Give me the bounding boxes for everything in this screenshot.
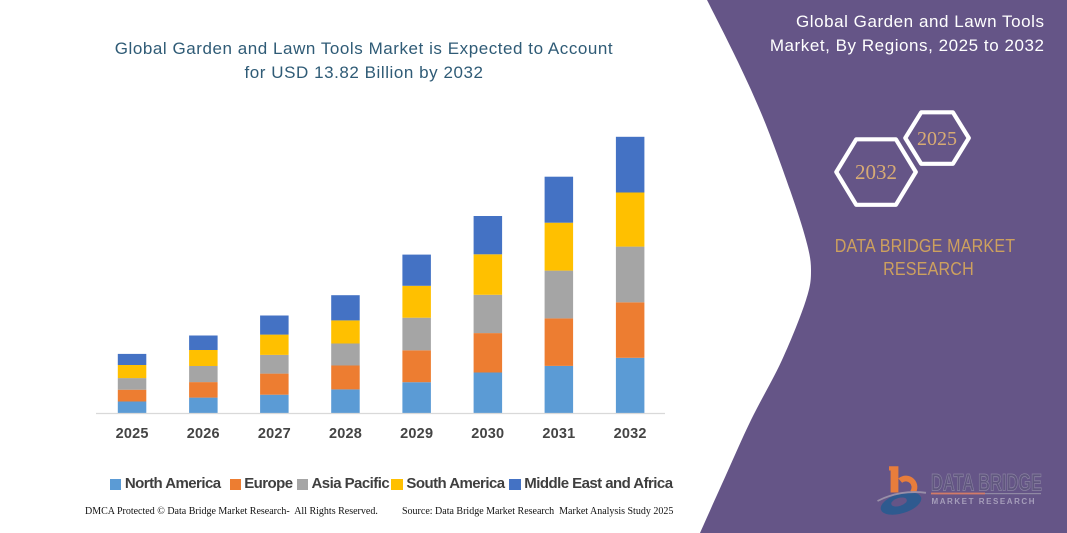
svg-text:MARKET RESEARCH: MARKET RESEARCH — [932, 497, 1035, 506]
svg-text:2025: 2025 — [917, 128, 957, 150]
svg-text:DATA BRIDGE: DATA BRIDGE — [931, 470, 1042, 497]
svg-text:2032: 2032 — [855, 160, 897, 184]
